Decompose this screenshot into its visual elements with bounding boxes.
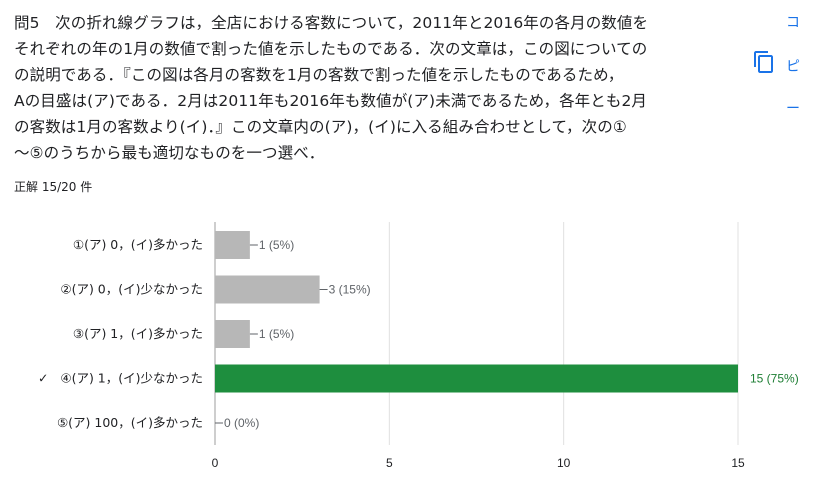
question-line: 〜⑤のうちから最も適切なものを一つ選べ．	[14, 144, 325, 162]
correct-check-mark: ✓	[38, 371, 48, 386]
value-label: 3 (15%)	[329, 283, 371, 297]
value-label: 15 (75%)	[750, 372, 799, 386]
score-summary: 正解 15/20 件	[14, 180, 93, 194]
question-line: Aの目盛は(ア)である．2月は2011年も2016年も数値が(ア)未満であるため…	[14, 92, 648, 110]
bar	[215, 231, 250, 259]
copy-widget[interactable]: コ ピ ー	[748, 10, 818, 120]
bar-correct	[215, 364, 738, 393]
bar	[215, 275, 320, 304]
category-label: ③(ア) 1，(イ)多かった	[73, 326, 203, 341]
response-bar-chart: 0 5 10 15 ①(ア) 0，(イ)多かった 1 (5%) ②(ア) 0，(イ)少なかっ…	[38, 222, 799, 470]
category-label: ④(ア) 1，(イ)少なかった	[60, 371, 203, 386]
category-label: ②(ア) 0，(イ)少なかった	[60, 282, 203, 297]
bar	[215, 320, 250, 348]
category-label: ⑤(ア) 100，(イ)多かった	[57, 415, 203, 430]
value-label: 0 (0%)	[224, 416, 259, 430]
question-line: の客数は1月の客数より(イ)．』この文章内の(ア)，(イ)に入る組み合わせとして…	[14, 118, 627, 136]
value-label: 1 (5%)	[259, 238, 294, 252]
question-line: それぞれの年の1月の数値で割った値を示したものである．次の文章は，この図について…	[14, 40, 648, 58]
copy-label-char: コ	[786, 15, 800, 31]
copy-icon[interactable]	[752, 50, 776, 74]
question-text: 問5 次の折れ線グラフは，全店における客数について，2011年と2016年の各月…	[14, 10, 742, 166]
question-line: の説明である．『この図は各月の客数を1月の客数で割った値を示したものであるため，	[14, 66, 624, 84]
value-label: 1 (5%)	[259, 327, 294, 341]
copy-label-char: ピ	[786, 59, 800, 75]
x-tick-label: 0	[212, 456, 219, 470]
category-label: ①(ア) 0，(イ)多かった	[73, 237, 203, 252]
x-tick-label: 15	[731, 456, 745, 470]
x-tick-label: 10	[557, 456, 571, 470]
x-tick-label: 5	[386, 456, 393, 470]
copy-label-char: ー	[786, 101, 800, 117]
question-line: 問5 次の折れ線グラフは，全店における客数について，2011年と2016年の各月…	[14, 14, 649, 32]
